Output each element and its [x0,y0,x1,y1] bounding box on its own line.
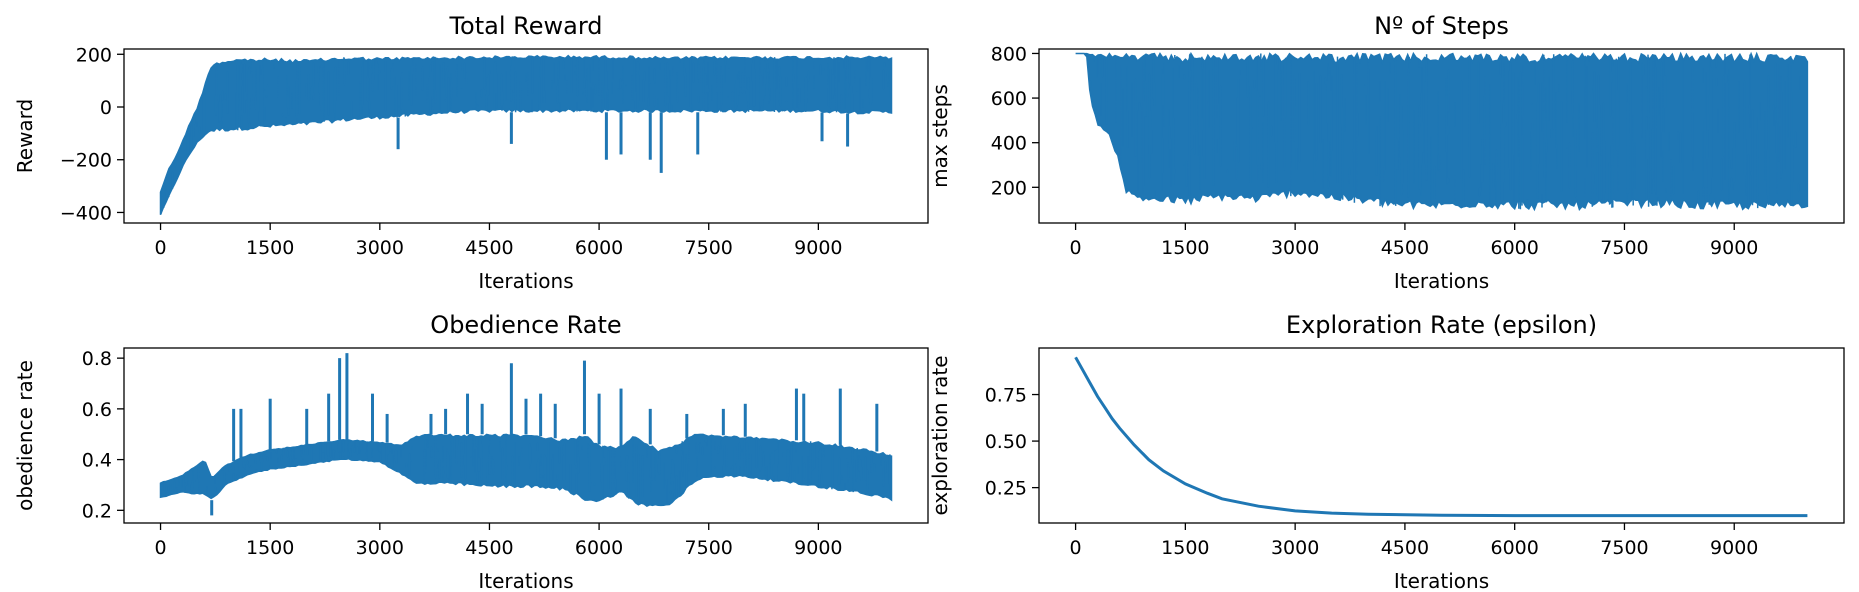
x-tick-label: 1500 [246,537,294,559]
axes-frame [123,347,929,524]
x-tick-label: 7500 [1600,537,1648,559]
x-tick-label: 3000 [1271,537,1319,559]
x-tick-label: 7500 [685,537,733,559]
y-tick-label: 0.6 [82,399,112,421]
subplot-exploration-rate: Exploration Rate (epsilon) Iterations ex… [928,311,1845,592]
y-tick-label: 0 [100,97,112,119]
y-tick-label: 0.75 [985,385,1027,407]
x-tick-label: 7500 [685,237,733,259]
x-tick-label: 3000 [356,537,404,559]
subplot-title: Total Reward [448,12,602,40]
axes-frame [123,48,929,224]
x-tick-label: 9000 [1710,237,1758,259]
y-axis-label: max steps [928,84,952,188]
series-line [1075,51,1809,212]
subplot-total-reward: Total Reward Iterations Reward 0 1500 3000… [13,12,929,293]
x-tick-label: 1500 [1161,237,1209,259]
x-tick-label: 7500 [1600,237,1648,259]
axes-frame [1038,347,1845,524]
x-axis-label: Iterations [478,269,573,293]
y-tick-label: −400 [60,202,112,224]
subplot-obedience-rate: Obedience Rate Iterations obedience rate… [13,311,929,592]
x-tick-label: 9000 [1710,537,1758,559]
x-tick-label: 1500 [1161,537,1209,559]
x-tick-label: 6000 [1491,237,1539,259]
y-tick-label: 0.2 [82,500,112,522]
y-tick-label: 200 [991,177,1027,199]
y-tick-label: −200 [60,150,112,172]
x-tick-label: 0 [1070,237,1082,259]
x-tick-label: 4500 [1381,537,1429,559]
axes-frame [1038,48,1845,224]
x-tick-label: 4500 [465,237,513,259]
y-tick-label: 400 [991,133,1027,155]
y-tick-label: 200 [76,44,112,66]
subplot-title: Obedience Rate [430,311,621,339]
series-noise [1086,53,1806,210]
x-tick-label: 0 [1070,537,1082,559]
series-line [1074,356,1808,518]
y-tick-label: 0.50 [985,431,1027,453]
series-line [159,54,893,215]
y-axis-label: Reward [13,99,37,173]
x-tick-label: 3000 [356,237,404,259]
subplot-title: Exploration Rate (epsilon) [1286,311,1597,339]
series-path [1074,356,1808,518]
series-noise [160,434,892,505]
y-tick-label: 0.4 [82,450,112,472]
x-axis-label: Iterations [1394,269,1489,293]
x-tick-label: 9000 [794,537,842,559]
x-tick-label: 1500 [246,237,294,259]
x-axis-label: Iterations [478,569,573,592]
y-axis-label: obedience rate [13,360,37,511]
y-tick-label: 600 [991,88,1027,110]
x-tick-label: 6000 [575,237,623,259]
x-tick-label: 3000 [1271,237,1319,259]
x-tick-label: 4500 [465,537,513,559]
y-tick-label: 0.8 [82,348,112,370]
x-tick-label: 0 [154,237,166,259]
x-tick-label: 4500 [1381,237,1429,259]
x-axis-label: Iterations [1394,569,1489,592]
x-tick-label: 6000 [1491,537,1539,559]
subplot-steps: Nº of Steps Iterations max steps 0 1500 30… [928,12,1845,293]
y-axis-label: exploration rate [928,355,952,515]
series-noise [160,56,892,214]
y-tick-label: 800 [991,43,1027,65]
subplot-title: Nº of Steps [1374,12,1509,40]
y-tick-label: 0.25 [985,478,1027,500]
x-tick-label: 6000 [575,537,623,559]
x-tick-label: 0 [154,537,166,559]
series-line [159,353,893,516]
x-tick-label: 9000 [794,237,842,259]
